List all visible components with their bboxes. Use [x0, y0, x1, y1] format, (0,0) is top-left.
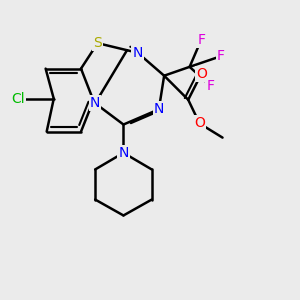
Text: O: O — [196, 67, 207, 81]
Text: F: F — [206, 79, 214, 93]
Text: N: N — [118, 146, 129, 160]
Text: S: S — [93, 36, 102, 50]
Text: Cl: Cl — [12, 92, 25, 106]
Text: F: F — [217, 49, 225, 63]
Text: O: O — [194, 116, 205, 130]
Text: N: N — [90, 96, 100, 110]
Text: F: F — [197, 33, 205, 46]
Text: N: N — [154, 102, 164, 116]
Text: N: N — [132, 46, 143, 60]
